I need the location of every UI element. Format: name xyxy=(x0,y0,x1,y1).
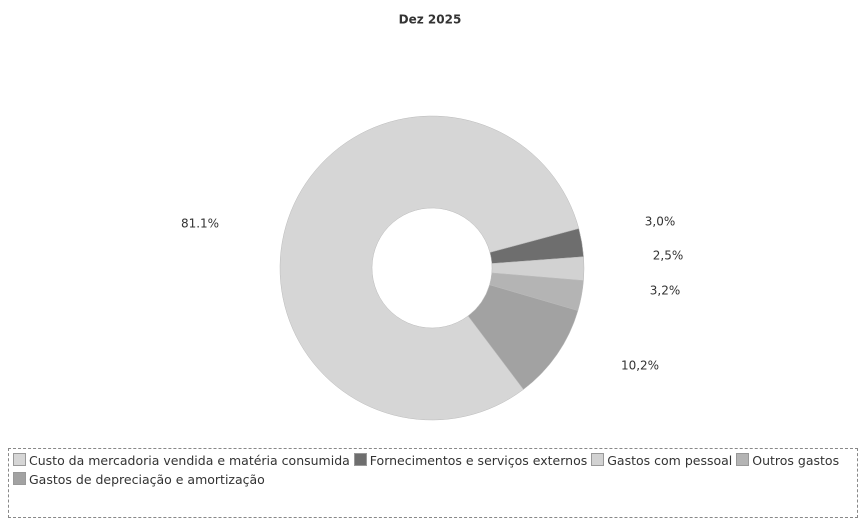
slice-label: 2,5% xyxy=(653,249,684,263)
legend-swatch xyxy=(13,453,26,466)
slice-label: 3,0% xyxy=(645,215,676,229)
legend-label: Fornecimentos e serviços externos xyxy=(369,453,588,468)
legend: Custo da mercadoria vendida e matéria co… xyxy=(8,448,858,518)
chart: Dez 2025 81.1% 3,0% 2,5% 3,2% 10,2% xyxy=(181,13,684,421)
slice xyxy=(467,284,579,390)
legend-item: Gastos de depreciação e amortização xyxy=(13,470,265,489)
slice-label: 81.1% xyxy=(181,217,219,231)
legend-swatch xyxy=(353,453,367,466)
legend-item: Custo da mercadoria vendida e matéria co… xyxy=(13,451,350,470)
legend-swatch xyxy=(736,453,750,466)
legend-item: Gastos com pessoal xyxy=(591,451,732,470)
legend-swatch xyxy=(591,453,605,466)
legend-label: Custo da mercadoria vendida e matéria co… xyxy=(29,453,350,468)
slice-label: 10,2% xyxy=(621,359,659,373)
legend-swatch xyxy=(13,472,26,485)
legend-label: Gastos com pessoal xyxy=(607,453,733,468)
slice xyxy=(279,115,580,421)
legend-label: Outros gastos xyxy=(752,453,840,468)
slice-label: 3,2% xyxy=(650,284,681,298)
legend-item: Outros gastos xyxy=(736,451,839,470)
chart-title: Dez 2025 xyxy=(399,13,462,27)
legend-label: Gastos de depreciação e amortização xyxy=(29,472,265,487)
legend-item: Fornecimentos e serviços externos xyxy=(353,451,588,470)
